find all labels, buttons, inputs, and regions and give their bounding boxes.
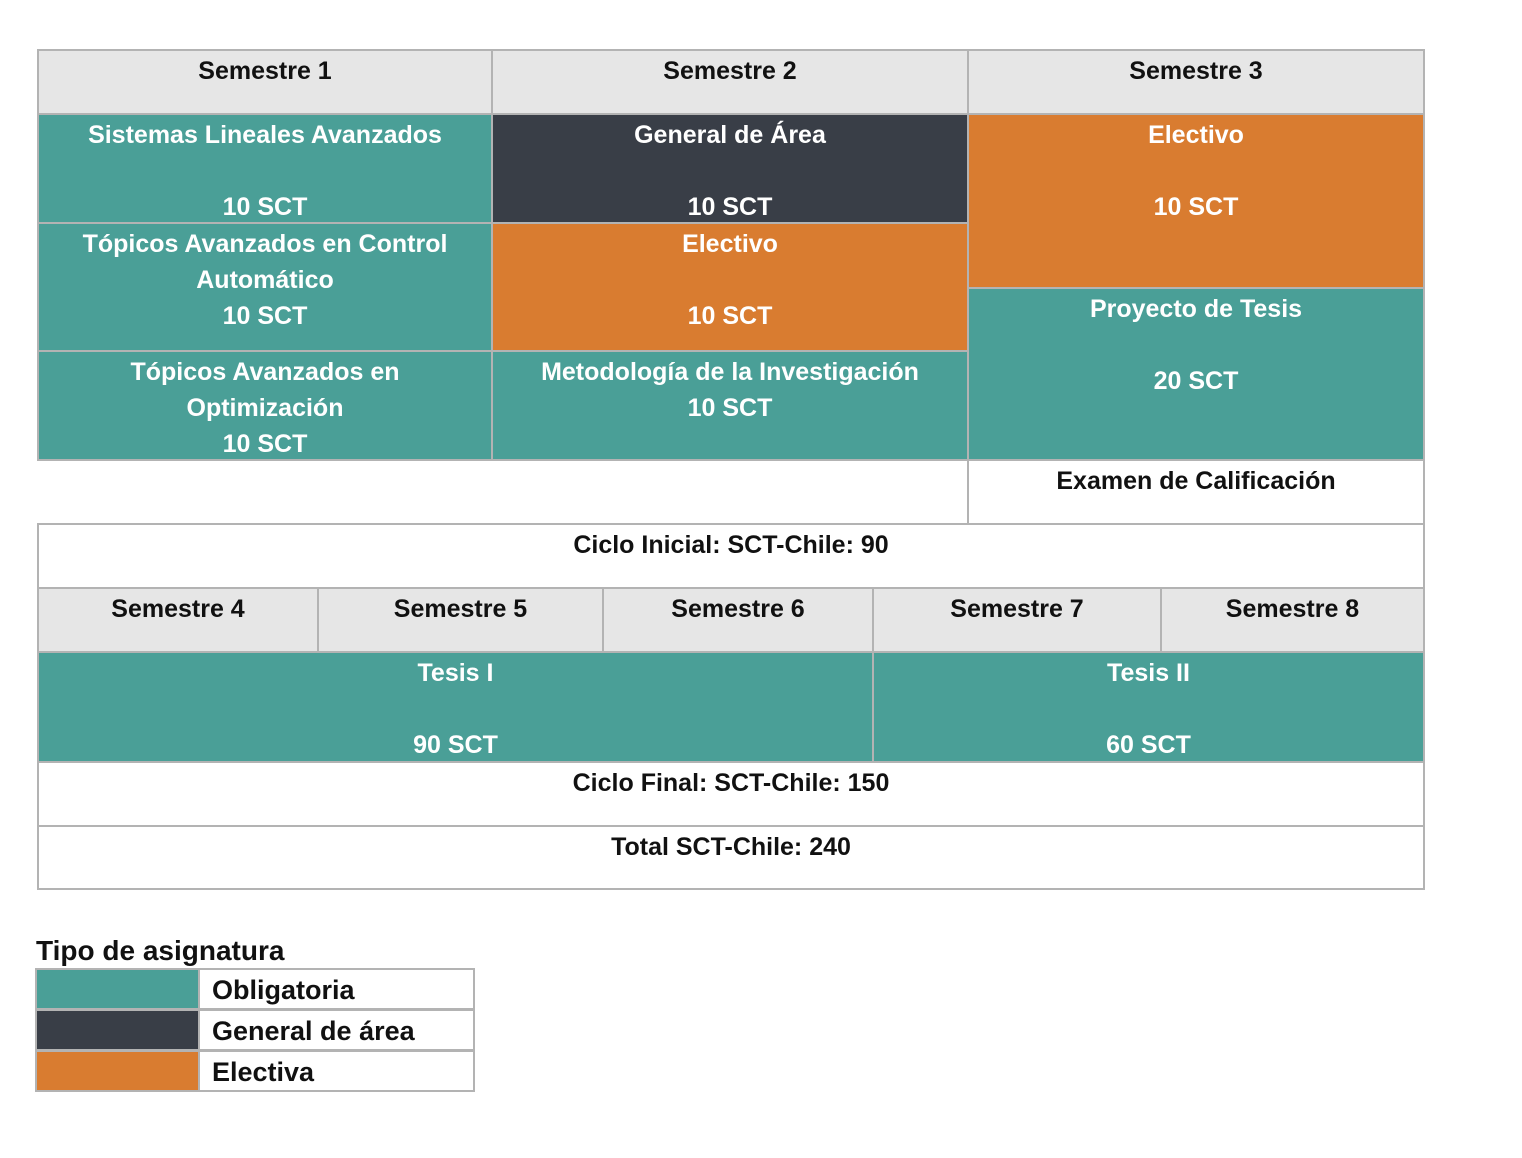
ciclo-final-summary: Ciclo Final: SCT-Chile: 150 <box>37 761 1425 827</box>
legend-label-obligatoria: Obligatoria <box>198 968 475 1010</box>
course-tesis-1: Tesis I 90 SCT <box>37 651 874 763</box>
legend-title: Tipo de asignatura <box>36 935 285 966</box>
course-topicos-optimizacion: Tópicos Avanzados en Optimización 10 SCT <box>37 350 493 461</box>
examen-de-calificacion: Examen de Calificación <box>967 459 1425 525</box>
semester-2-header: Semestre 2 <box>491 49 969 115</box>
course-credits: 20 SCT <box>1153 367 1239 395</box>
course-credits: 10 SCT <box>687 193 773 221</box>
course-proyecto-de-tesis: Proyecto de Tesis 20 SCT <box>967 287 1425 461</box>
course-credits: 10 SCT <box>222 302 308 330</box>
course-credits: 10 SCT <box>1153 193 1239 221</box>
course-name-cont: Automático <box>196 266 334 294</box>
course-name: Tesis II <box>1107 659 1190 687</box>
semester-1-header: Semestre 1 <box>37 49 493 115</box>
course-credits: 10 SCT <box>222 193 308 221</box>
course-name: Electivo <box>682 230 778 258</box>
semester-4-header: Semestre 4 <box>37 587 319 653</box>
course-name: General de Área <box>634 121 826 149</box>
course-credits: 10 SCT <box>687 302 773 330</box>
course-name: Electivo <box>1148 121 1244 149</box>
semester-3-header: Semestre 3 <box>967 49 1425 115</box>
legend-label-electiva: Electiva <box>198 1050 475 1092</box>
semester-7-header: Semestre 7 <box>872 587 1162 653</box>
course-electivo-s2: Electivo 10 SCT <box>491 222 969 352</box>
course-name: Tópicos Avanzados en Control <box>82 230 448 258</box>
course-name-cont: Optimización <box>186 394 344 422</box>
course-name: Sistemas Lineales Avanzados <box>88 121 442 149</box>
total-sct-summary: Total SCT-Chile: 240 <box>37 825 1425 890</box>
legend-swatch-obligatoria <box>35 968 200 1010</box>
ciclo-inicial-summary: Ciclo Inicial: SCT-Chile: 90 <box>37 523 1425 589</box>
semester-5-header: Semestre 5 <box>317 587 604 653</box>
course-sistemas-lineales-avanzados: Sistemas Lineales Avanzados 10 SCT <box>37 113 493 224</box>
course-credits: 60 SCT <box>1106 731 1191 759</box>
course-name: Proyecto de Tesis <box>1089 295 1303 323</box>
course-electivo-s3: Electivo 10 SCT <box>967 113 1425 289</box>
course-name: Tópicos Avanzados en <box>130 358 400 386</box>
legend-swatch-electiva <box>35 1050 200 1092</box>
course-credits: 10 SCT <box>222 430 308 458</box>
semester-6-header: Semestre 6 <box>602 587 874 653</box>
course-general-de-area: General de Área 10 SCT <box>491 113 969 224</box>
course-tesis-2: Tesis II 60 SCT <box>872 651 1425 763</box>
course-name: Metodología de la Investigación <box>541 358 919 386</box>
course-metodologia-investigacion: Metodología de la Investigación 10 SCT <box>491 350 969 461</box>
course-topicos-control-automatico: Tópicos Avanzados en Control Automático … <box>37 222 493 352</box>
legend-label-general: General de área <box>198 1009 475 1051</box>
semester-8-header: Semestre 8 <box>1160 587 1425 653</box>
course-credits: 90 SCT <box>413 731 498 759</box>
legend-swatch-general <box>35 1009 200 1051</box>
course-credits: 10 SCT <box>687 394 773 422</box>
course-name: Tesis I <box>417 659 494 687</box>
